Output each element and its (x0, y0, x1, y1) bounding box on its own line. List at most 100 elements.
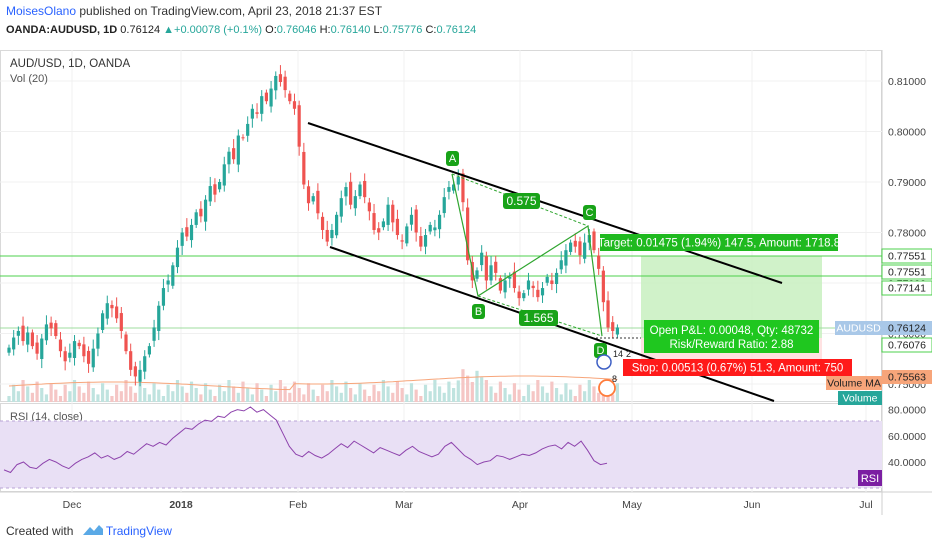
candle-body (573, 240, 577, 247)
volume-bar (545, 392, 549, 402)
price-tag-text: 0.75563 (888, 372, 926, 384)
channel-upper-line[interactable] (307, 122, 783, 284)
event-flag-icon-2[interactable] (598, 379, 616, 397)
stop-label[interactable]: Stop: 0.00513 (0.67%) 51.3, Amount: 750 (623, 359, 852, 376)
candle-body (433, 227, 437, 231)
candle-body (358, 184, 362, 197)
volume-bar (367, 396, 371, 402)
price-tick-label: 0.80000 (888, 127, 926, 139)
rsi-line[interactable] (3, 406, 608, 474)
tradingview-brand[interactable]: TradingView (105, 524, 172, 538)
time-axis[interactable]: Dec 2018 Feb Mar Apr May Jun Jul (63, 499, 873, 511)
event-markers[interactable]: 14 2 8 (596, 349, 631, 397)
volume-bar (218, 384, 222, 402)
price-tag-box (881, 248, 932, 264)
candle-body (157, 305, 161, 331)
low-value: 0.75776 (382, 24, 423, 36)
price-tag-box (881, 264, 932, 280)
open-pl-label[interactable]: Open P&L: 0.00048, Qty: 48732 Risk/Rewar… (644, 320, 819, 353)
volume-bar (381, 380, 385, 402)
volume-bar (30, 392, 34, 402)
candle-body (400, 240, 404, 242)
price-tick-label: 0.79000 (888, 177, 926, 189)
volume-bar (316, 396, 320, 402)
volume-bar (203, 383, 208, 402)
stop-text: Stop: 0.00513 (0.67%) 51.3, Amount: 750 (632, 363, 844, 375)
price-axis-tags[interactable]: 0.77551 0.77551 0.77141 AUDUSD 0.76124 0.7607… (826, 248, 932, 405)
candle-body (161, 288, 166, 306)
volume-bar (461, 369, 465, 402)
pattern-point-a[interactable]: A (446, 151, 459, 166)
price-chart-svg[interactable]: A B C D 0.575 1.565 Target: 0.01475 (1.9… (0, 45, 932, 515)
volume-bar (49, 383, 53, 402)
candle-body (175, 247, 180, 268)
candle-body (578, 241, 582, 256)
rsi-axis[interactable]: 80.0000 60.0000 40.0000 (888, 405, 926, 469)
volume-bar (583, 391, 587, 402)
volume-bar (236, 392, 240, 402)
candle-body (194, 212, 198, 225)
candle-body (466, 207, 470, 261)
volume-bar (489, 386, 493, 402)
volume-bar (554, 388, 559, 402)
volume-bar (573, 396, 577, 402)
author-link[interactable]: MoisesOlano (6, 4, 77, 18)
candle-body (391, 204, 395, 223)
candle-body (189, 224, 194, 241)
abcd-pattern-line[interactable] (451, 173, 603, 337)
volume-bar (147, 394, 151, 402)
volume-bar (26, 386, 30, 402)
volume-bar (7, 396, 11, 402)
volume-bar (152, 383, 156, 402)
candle-body (208, 186, 212, 202)
volume-bar (536, 380, 540, 402)
volume-bar (35, 381, 39, 402)
candle-body (147, 346, 151, 355)
candle-body (456, 176, 460, 185)
ratio-bd-badge[interactable]: 1.565 (519, 310, 558, 326)
volume-bar (222, 391, 226, 402)
volume-ma-line (8, 375, 618, 391)
volume-bar (110, 396, 114, 402)
candle-body (475, 270, 479, 279)
candle-body (526, 280, 531, 290)
volume-bar (171, 391, 175, 402)
time-tick-label: Dec (63, 499, 82, 511)
candle-body (428, 224, 432, 232)
candle-body (26, 332, 30, 345)
rsi-tag-text: RSI (861, 473, 879, 485)
pattern-point-c[interactable]: C (583, 205, 596, 220)
pattern-point-b[interactable]: B (472, 304, 485, 319)
chart-panel[interactable]: A B C D 0.575 1.565 Target: 0.01475 (1.9… (0, 45, 932, 515)
volume-bar (344, 381, 348, 402)
candle-body (606, 300, 610, 328)
candle-body (461, 173, 465, 203)
ohlc-line: OANDA:AUDUSD, 1D 0.76124 ▲+0.00078 (+0.1… (6, 24, 476, 36)
volume-bar (339, 392, 343, 402)
price-tag-box (881, 337, 932, 353)
low-label: L: (373, 24, 383, 36)
price-tick-label: 0.78000 (888, 228, 926, 240)
candle-body (218, 182, 222, 190)
volume-bar (119, 391, 123, 402)
candle-body (7, 347, 11, 353)
volume-bar (428, 391, 432, 402)
candle-body (82, 344, 86, 357)
candle-body (512, 271, 517, 289)
event-flag-icon[interactable] (596, 354, 612, 370)
price-tag-box (881, 280, 932, 296)
candle-body (536, 289, 540, 298)
candle-body (35, 342, 39, 354)
candle-body (292, 101, 297, 109)
candle-body (316, 190, 320, 214)
rsi-tag[interactable]: RSI (858, 470, 882, 486)
ratio-ac-badge[interactable]: 0.575 (503, 193, 540, 209)
volume-bar (503, 388, 507, 402)
volume-bar (129, 386, 133, 402)
price-tag-text: 0.76076 (888, 340, 926, 352)
target-label[interactable]: Target: 0.01475 (1.94%) 147.5, Amount: 1… (598, 234, 840, 251)
volume-bar (494, 392, 498, 402)
pattern-point-d[interactable]: D (594, 343, 607, 358)
candle-body (540, 288, 545, 296)
candle-body (246, 123, 250, 136)
